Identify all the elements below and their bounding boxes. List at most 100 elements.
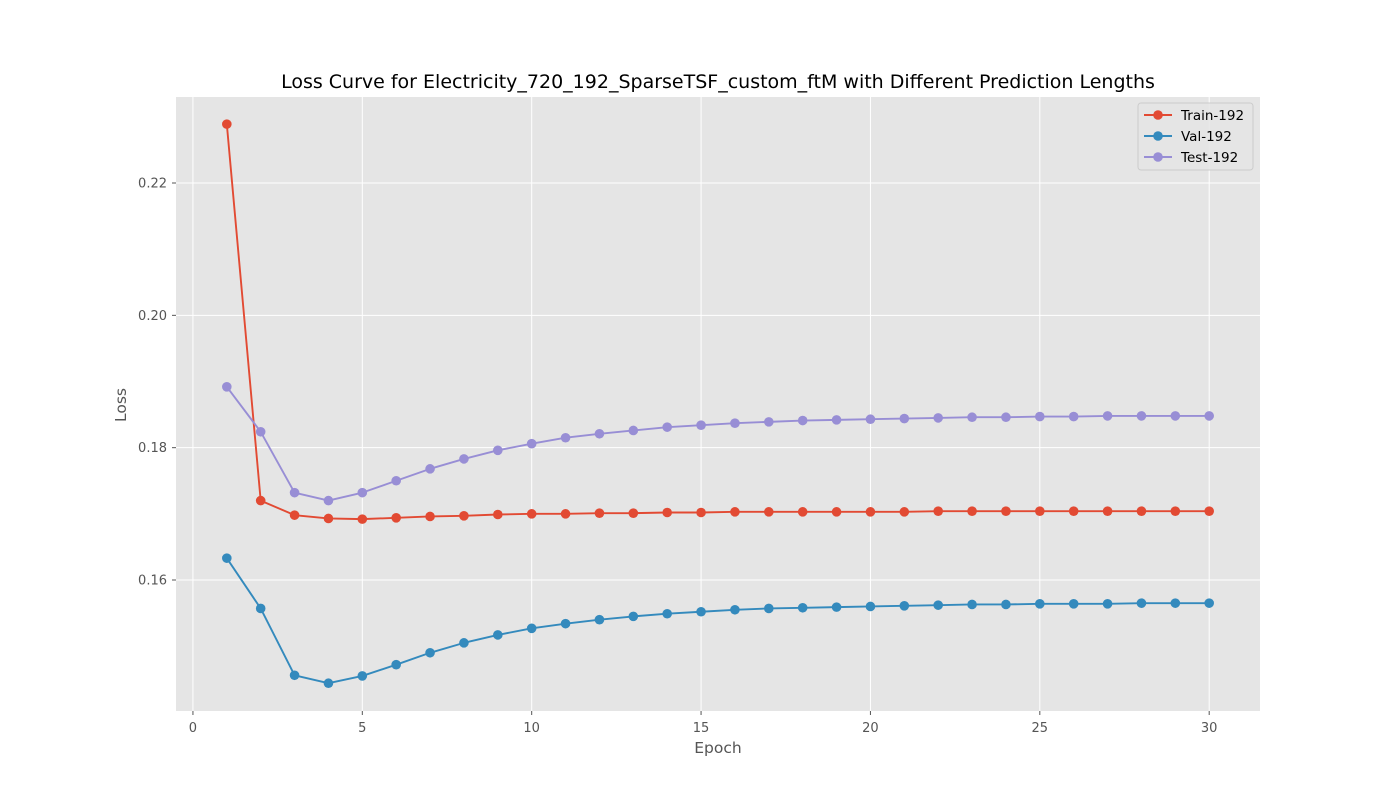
data-point (764, 507, 774, 517)
data-point (696, 420, 706, 430)
data-point (628, 611, 639, 622)
data-point (1035, 599, 1045, 609)
data-point (831, 602, 842, 612)
data-point (222, 119, 232, 129)
x-tick-label: 0 (189, 721, 197, 736)
legend-label: Train-192 (1180, 108, 1244, 124)
data-point (594, 428, 605, 439)
x-tick-label: 15 (693, 721, 710, 736)
data-point (797, 415, 808, 426)
data-point (899, 413, 910, 424)
data-point (493, 630, 503, 640)
data-point (526, 438, 537, 449)
series-line (225, 124, 1210, 521)
x-tick-label: 25 (1032, 721, 1049, 736)
x-tick-label: 30 (1201, 721, 1218, 736)
series-line (226, 386, 1210, 502)
data-point (594, 614, 605, 625)
data-point (323, 495, 334, 506)
data-point (255, 603, 266, 614)
data-point (323, 678, 334, 689)
data-point (1001, 599, 1011, 610)
data-point (1035, 411, 1045, 422)
data-point (425, 647, 435, 658)
data-point (831, 415, 842, 425)
data-point (1204, 411, 1214, 421)
legend-label: Test-192 (1180, 150, 1238, 166)
data-point (865, 601, 876, 612)
chart-title: Loss Curve for Electricity_720_192_Spars… (281, 71, 1155, 93)
x-axis-label: Epoch (694, 739, 741, 757)
series-line (226, 557, 1210, 685)
data-point (865, 414, 876, 425)
data-point (1136, 411, 1147, 421)
grid-lines (176, 97, 1260, 711)
legend-box (1137, 102, 1254, 171)
x-tick-label: 10 (523, 721, 540, 736)
data-point (764, 603, 774, 614)
data-point (289, 510, 300, 520)
series-group (222, 119, 1214, 689)
data-point (1068, 411, 1079, 422)
legend: Train-192 Val-192 Test-192 (1137, 102, 1254, 171)
data-point (1068, 599, 1079, 609)
data-point (1170, 411, 1181, 421)
data-point (899, 507, 910, 517)
data-point (967, 506, 977, 516)
data-point (662, 507, 672, 518)
data-point (933, 600, 943, 610)
data-point (899, 600, 910, 611)
legend-label: Val-192 (1181, 129, 1232, 145)
data-point (831, 507, 842, 517)
plot-background (176, 97, 1260, 711)
data-point (1204, 506, 1214, 516)
legend-item: Val-192 (1144, 129, 1232, 145)
data-point (255, 426, 266, 437)
data-point (1035, 506, 1045, 516)
data-point (459, 511, 469, 521)
data-point (933, 506, 943, 516)
data-point (730, 507, 740, 517)
data-point (1136, 506, 1147, 516)
data-point (357, 671, 368, 681)
y-tick-label: 0.20 (138, 309, 167, 324)
data-point (764, 417, 774, 427)
data-point (357, 487, 368, 498)
data-point (1001, 506, 1011, 516)
data-point (255, 495, 266, 506)
data-point (1001, 412, 1011, 423)
data-point (323, 513, 334, 524)
data-point (797, 507, 808, 517)
data-point (967, 412, 977, 423)
data-point (493, 509, 503, 520)
data-point (797, 602, 808, 613)
data-point (391, 513, 401, 523)
data-point (933, 413, 943, 423)
data-point (391, 475, 401, 486)
data-point (459, 454, 469, 464)
series-val-192 (222, 553, 1214, 689)
data-point (425, 464, 435, 474)
data-point (391, 659, 401, 670)
data-point (560, 509, 571, 519)
data-point (1204, 598, 1214, 608)
data-point (560, 618, 571, 629)
data-point (696, 606, 706, 617)
data-point (1170, 598, 1181, 608)
legend-item: Train-192 (1144, 108, 1244, 124)
data-point (526, 509, 537, 519)
y-tick-label: 0.16 (138, 573, 167, 588)
data-point (1068, 506, 1079, 516)
legend-marker (1153, 131, 1163, 141)
series-train-192 (222, 119, 1214, 524)
data-point (1102, 506, 1113, 516)
data-point (730, 418, 740, 428)
data-point (1170, 506, 1181, 516)
y-tick-label: 0.22 (138, 177, 167, 192)
x-tick-label: 5 (358, 721, 366, 736)
data-point (1102, 411, 1113, 421)
y-axis-label: Loss (112, 388, 130, 422)
x-tick-labels: 0 5 10 15 20 25 30 (189, 711, 1218, 736)
legend-item: Test-192 (1144, 150, 1238, 166)
